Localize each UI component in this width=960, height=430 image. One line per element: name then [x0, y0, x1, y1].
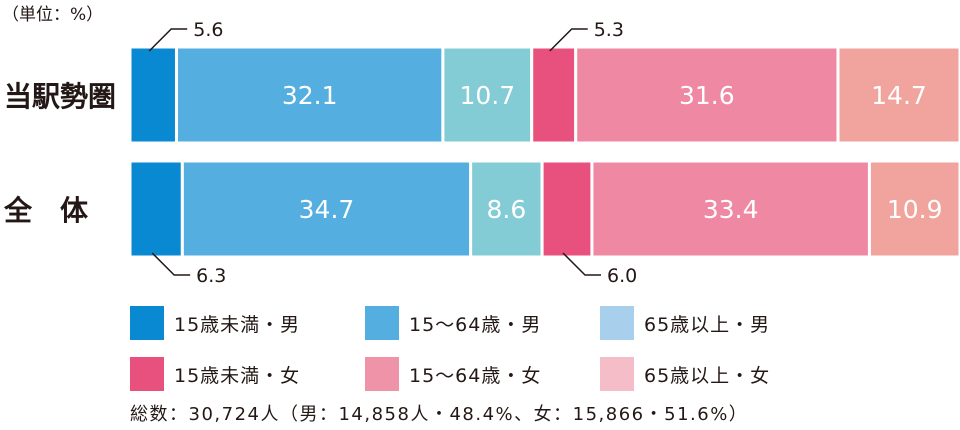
- leader-line: [151, 252, 191, 276]
- data-label: 32.1: [282, 81, 338, 110]
- category-label: 全 体: [3, 194, 89, 227]
- legend-swatch: [130, 357, 164, 391]
- bar-segment: [441, 45, 534, 145]
- legend-swatch: [365, 306, 399, 340]
- category-label: 当駅勢圏: [4, 80, 116, 113]
- data-label: 14.7: [871, 81, 927, 110]
- legend-swatch: [365, 357, 399, 391]
- total-population-note: 総数：30,724人（男：14,858人・48.4%、女：15,866・51.6…: [130, 404, 749, 425]
- legend-item-male-65plus: 65歳以上・男: [600, 306, 771, 340]
- legend-label: 15歳未満・男: [174, 313, 301, 336]
- legend-label: 15〜64歳・女: [409, 364, 542, 387]
- legend-item-female-15-64: 15〜64歳・女: [365, 357, 542, 391]
- bar-segment: [469, 159, 544, 259]
- data-label: 8.6: [486, 195, 526, 224]
- bar-segment: [530, 45, 578, 145]
- data-label: 6.3: [196, 265, 226, 287]
- legend-item-male-15-64: 15〜64歳・男: [365, 306, 542, 340]
- unit-label: （単位：%）: [2, 5, 104, 25]
- bar-segment: [128, 159, 184, 259]
- legend-label: 15歳未満・女: [174, 364, 301, 387]
- data-label: 33.4: [703, 195, 759, 224]
- data-label: 5.3: [594, 19, 624, 41]
- legend-item-female-under15: 15歳未満・女: [130, 357, 301, 391]
- legend-swatch: [600, 306, 634, 340]
- data-label: 34.7: [299, 195, 355, 224]
- legend-item-male-under15: 15歳未満・男: [130, 306, 301, 340]
- bar-segment: [128, 45, 178, 145]
- legend-label: 65歳以上・男: [644, 313, 771, 336]
- data-label: 5.6: [193, 19, 223, 41]
- bar-segment: [867, 159, 960, 259]
- legend-label: 15〜64歳・男: [409, 313, 542, 336]
- bar-segment: [540, 159, 594, 259]
- data-label: 10.9: [887, 195, 943, 224]
- leader-line: [148, 28, 188, 52]
- bar-segment: [180, 159, 473, 259]
- leader-line: [562, 252, 602, 276]
- bar-segment: [590, 159, 871, 259]
- data-label: 10.7: [459, 81, 515, 110]
- legend-item-female-65plus: 65歳以上・女: [600, 357, 771, 391]
- legend-swatch: [130, 306, 164, 340]
- legend-swatch: [600, 357, 634, 391]
- data-label: 31.6: [679, 81, 735, 110]
- stacked-bar-chart: 当駅勢圏 5.6 32.1 10.7 5.3 31.6 14.7 全 体 6.3 34.7 8.6 6…: [3, 19, 960, 287]
- data-label: 6.0: [607, 265, 637, 287]
- bar-segment: [574, 45, 840, 145]
- leader-line: [549, 28, 588, 52]
- legend-label: 65歳以上・女: [644, 364, 771, 387]
